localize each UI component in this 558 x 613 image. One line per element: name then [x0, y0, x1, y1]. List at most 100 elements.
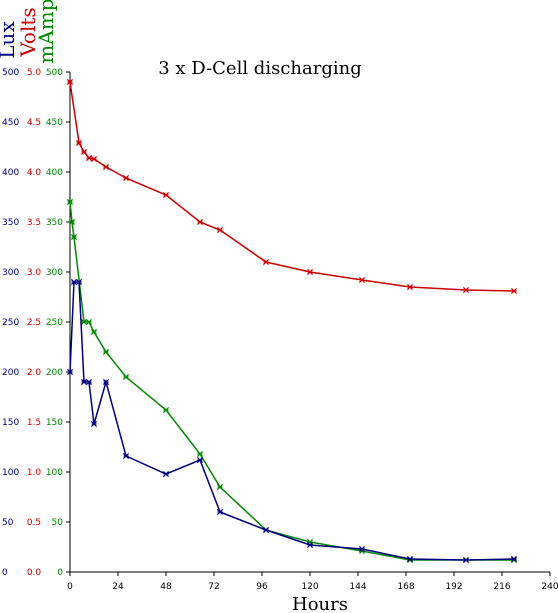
data-point-volts — [406, 283, 414, 291]
data-point-volts — [510, 287, 518, 295]
data-point-volts — [358, 276, 366, 284]
data-point-lux — [66, 368, 74, 376]
data-point-volts — [196, 218, 204, 226]
data-point-mamps — [162, 406, 170, 414]
y-axis-title-volts: Volts — [16, 7, 40, 57]
x-tick-label: 216 — [493, 582, 510, 592]
data-point-lux — [406, 555, 414, 563]
series-line-volts — [69, 81, 515, 292]
y-tick-label-lux: 0 — [2, 568, 8, 578]
data-point-mamps — [66, 198, 74, 206]
data-point-mamps — [122, 373, 130, 381]
data-point-lux — [102, 378, 110, 386]
data-point-lux — [162, 470, 170, 478]
data-point-volts — [262, 258, 270, 266]
x-axis-ticks: 0 24 48 72 96 120 144 168 192 216 240 — [67, 572, 558, 592]
data-point-lux — [75, 278, 83, 286]
y-tick-label-mamps: 350 — [46, 218, 63, 228]
data-point-volts — [66, 78, 74, 86]
y-tick-label-volts: 5.0 — [27, 68, 42, 78]
y-tick-label-volts: 2.0 — [27, 368, 42, 378]
y-axis-title-lux: Lux — [0, 21, 19, 59]
data-point-lux — [122, 452, 130, 460]
data-point-lux — [196, 456, 204, 464]
y-tick-label-lux: 150 — [2, 418, 19, 428]
y-tick-label-mamps: 300 — [46, 268, 63, 278]
data-point-mamps — [102, 348, 110, 356]
y-tick-label-volts: 0.5 — [27, 518, 41, 528]
y-tick-label-lux: 200 — [2, 368, 19, 378]
x-tick-label: 0 — [67, 582, 73, 592]
data-point-lux — [358, 545, 366, 553]
y-tick-label-volts: 4.0 — [27, 168, 42, 178]
y-tick-label-mamps: 200 — [46, 368, 63, 378]
series-line-mamps — [69, 201, 514, 561]
data-point-lux — [85, 378, 93, 386]
data-point-volts — [306, 268, 314, 276]
y-tick-label-mamps: 0 — [57, 568, 63, 578]
x-tick-label: 192 — [445, 582, 462, 592]
y-tick-label-lux: 50 — [2, 518, 14, 528]
x-tick-label: 24 — [112, 582, 124, 592]
data-point-mamps — [80, 318, 88, 326]
y-tick-label-volts: 3.0 — [27, 268, 42, 278]
data-point-mamps — [90, 328, 98, 336]
data-point-volts — [122, 174, 130, 182]
data-point-lux — [80, 378, 88, 386]
y-tick-label-mamps: 150 — [46, 418, 63, 428]
data-point-lux — [90, 420, 98, 428]
y-tick-label-mamps: 450 — [46, 118, 63, 128]
x-tick-label: 144 — [349, 582, 366, 592]
y-tick-label-volts: 2.5 — [27, 318, 41, 328]
x-tick-label: 240 — [541, 582, 558, 592]
data-point-volts — [80, 148, 88, 156]
x-tick-label: 120 — [301, 582, 318, 592]
y-tick-label-mamps: 500 — [46, 68, 63, 78]
y-tick-label-lux: 350 — [2, 218, 19, 228]
x-tick-label: 72 — [208, 582, 219, 592]
y-tick-label-mamps: 50 — [52, 518, 64, 528]
data-point-volts — [216, 226, 224, 234]
series-layer — [66, 78, 518, 564]
y-tick-label-mamps: 250 — [46, 318, 63, 328]
data-point-lux — [70, 278, 78, 286]
data-point-volts — [162, 191, 170, 199]
data-point-lux — [462, 556, 470, 564]
data-point-lux — [510, 555, 518, 563]
data-point-mamps — [216, 483, 224, 491]
y-axis-ticks: 0 0.0 0 50 0.5 50 100 1.0 100 150 1.5 150 200 2.0 200 2… — [2, 68, 70, 578]
y-tick-label-volts: 1.5 — [27, 418, 41, 428]
y-tick-label-lux: 250 — [2, 318, 19, 328]
data-point-mamps — [85, 318, 93, 326]
series-line-lux — [69, 281, 515, 561]
data-point-volts — [75, 139, 83, 147]
data-point-mamps — [70, 233, 78, 241]
data-point-lux — [216, 508, 224, 516]
y-tick-label-lux: 300 — [2, 268, 19, 278]
data-point-volts — [90, 155, 98, 163]
data-point-mamps — [68, 218, 76, 226]
x-tick-label: 96 — [256, 582, 268, 592]
y-tick-label-volts: 3.5 — [27, 218, 41, 228]
y-tick-label-volts: 4.5 — [27, 118, 41, 128]
x-tick-label: 168 — [397, 582, 414, 592]
y-tick-label-lux: 100 — [2, 468, 19, 478]
data-point-mamps — [196, 450, 204, 458]
data-point-volts — [462, 286, 470, 294]
x-axis-title: Hours — [292, 594, 348, 613]
y-tick-label-mamps: 100 — [46, 468, 63, 478]
y-tick-label-volts: 0.0 — [27, 568, 42, 578]
y-axis-title-mamps: mAmps — [34, 0, 58, 64]
data-point-volts — [102, 163, 110, 171]
y-tick-label-lux: 400 — [2, 168, 19, 178]
y-tick-label-lux: 450 — [2, 118, 19, 128]
x-tick-label: 48 — [160, 582, 172, 592]
y-tick-label-mamps: 400 — [46, 168, 63, 178]
y-tick-label-lux: 500 — [2, 68, 19, 78]
data-point-lux — [262, 526, 270, 534]
data-point-volts — [85, 154, 93, 162]
y-tick-label-volts: 1.0 — [27, 468, 42, 478]
chart-title: 3 x D-Cell discharging — [158, 58, 361, 79]
data-point-lux — [306, 541, 314, 549]
